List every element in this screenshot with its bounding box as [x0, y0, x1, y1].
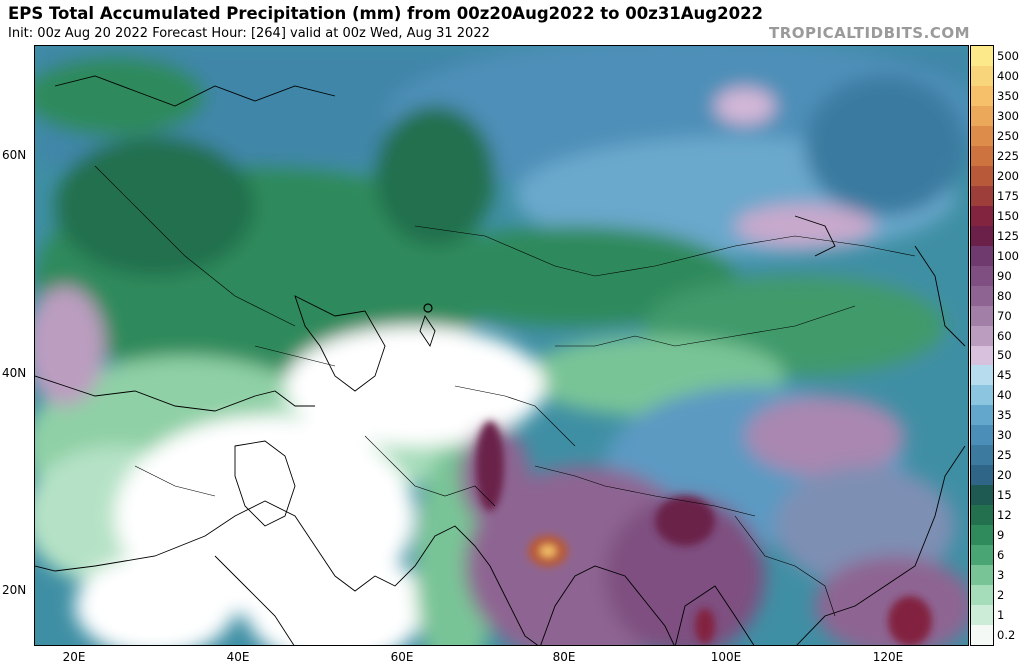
chart-title: EPS Total Accumulated Precipitation (mm)…	[8, 4, 764, 23]
coastlines	[35, 75, 966, 645]
colorbar-swatch	[971, 345, 993, 366]
colorbar-swatch	[971, 405, 993, 426]
precip-field	[35, 46, 968, 645]
colorbar-swatch	[971, 65, 993, 87]
colorbar-label: 30	[997, 428, 1012, 443]
colorbar-label: 60	[997, 328, 1012, 343]
colorbar-label: 350	[997, 88, 1019, 103]
colorbar-label: 300	[997, 108, 1019, 123]
colorbar-label: 20	[997, 468, 1012, 483]
colorbar-label: 0.2	[997, 628, 1016, 643]
colorbar-label: 3	[997, 568, 1005, 583]
colorbar-swatch	[971, 85, 993, 107]
lon-label-100e: 100E	[710, 650, 742, 664]
colorbar-label: 12	[997, 508, 1012, 523]
colorbar-label: 175	[997, 188, 1019, 203]
colorbar-swatch	[971, 565, 993, 586]
colorbar-label: 100	[997, 248, 1019, 263]
colorbar-label: 70	[997, 308, 1012, 323]
lon-label-120e: 120E	[872, 650, 904, 664]
colorbar-label: 15	[997, 488, 1012, 503]
colorbar-swatch	[971, 245, 993, 267]
colorbar-swatch	[971, 385, 993, 406]
lon-label-80e: 80E	[552, 650, 576, 664]
colorbar-swatch	[971, 625, 993, 646]
site-watermark: TROPICALTIDBITS.COM	[769, 24, 970, 42]
colorbar-swatch	[971, 525, 993, 546]
colorbar-swatch	[971, 225, 993, 247]
colorbar-label: 400	[997, 68, 1019, 83]
lat-label-40n: 40N	[2, 366, 27, 380]
colorbar-swatch	[971, 365, 993, 386]
map-canvas	[35, 46, 968, 645]
colorbar-swatch	[971, 445, 993, 466]
colorbar-swatch	[971, 485, 993, 506]
colorbar-swatch	[971, 145, 993, 167]
colorbar-swatch	[971, 125, 993, 147]
colorbar-swatch	[971, 465, 993, 486]
colorbar-label: 125	[997, 228, 1019, 243]
lon-label-20e: 20E	[62, 650, 86, 664]
precip-maxima	[476, 421, 932, 645]
lon-label-40e: 40E	[226, 650, 250, 664]
colorbar-swatch	[971, 105, 993, 127]
colorbar-swatch	[971, 545, 993, 566]
lon-label-60e: 60E	[390, 650, 414, 664]
colorbar-label: 35	[997, 408, 1012, 423]
lat-label-20n: 20N	[2, 583, 27, 597]
colorbar-label: 9	[997, 528, 1005, 543]
lat-label-60n: 60N	[2, 148, 27, 162]
colorbar-label: 25	[997, 448, 1012, 463]
colorbar-swatch	[971, 265, 993, 287]
colorbar-swatch	[971, 205, 993, 227]
colorbar-label: 250	[997, 128, 1019, 143]
colorbar-swatch	[971, 325, 993, 346]
colorbar-label: 50	[997, 348, 1012, 363]
colorbar-swatch	[971, 585, 993, 606]
colorbar-label: 500	[997, 48, 1019, 63]
colorbar-label: 90	[997, 268, 1012, 283]
aral-sea-marker	[423, 303, 433, 313]
colorbar-swatch	[971, 46, 993, 67]
chart-subtitle: Init: 00z Aug 20 2022 Forecast Hour: [26…	[8, 26, 490, 41]
colorbar-swatch	[971, 185, 993, 207]
colorbar-label: 6	[997, 548, 1005, 563]
precipitation-map[interactable]	[34, 45, 969, 646]
colorbar-swatch	[971, 285, 993, 307]
colorbar-label: 80	[997, 288, 1012, 303]
colorbar-label: 225	[997, 148, 1019, 163]
colorbar-label: 150	[997, 208, 1019, 223]
colorbar-swatch	[971, 505, 993, 526]
colorbar-label: 45	[997, 368, 1012, 383]
colorbar-swatch	[971, 605, 993, 626]
colorbar-swatch	[971, 165, 993, 187]
borders	[94, 165, 916, 617]
precip-colorbar	[970, 45, 994, 646]
colorbar-label: 40	[997, 388, 1012, 403]
colorbar-swatch	[971, 425, 993, 446]
colorbar-swatch	[971, 305, 993, 327]
colorbar-label: 200	[997, 168, 1019, 183]
colorbar-label: 1	[997, 608, 1005, 623]
colorbar-label: 2	[997, 588, 1005, 603]
